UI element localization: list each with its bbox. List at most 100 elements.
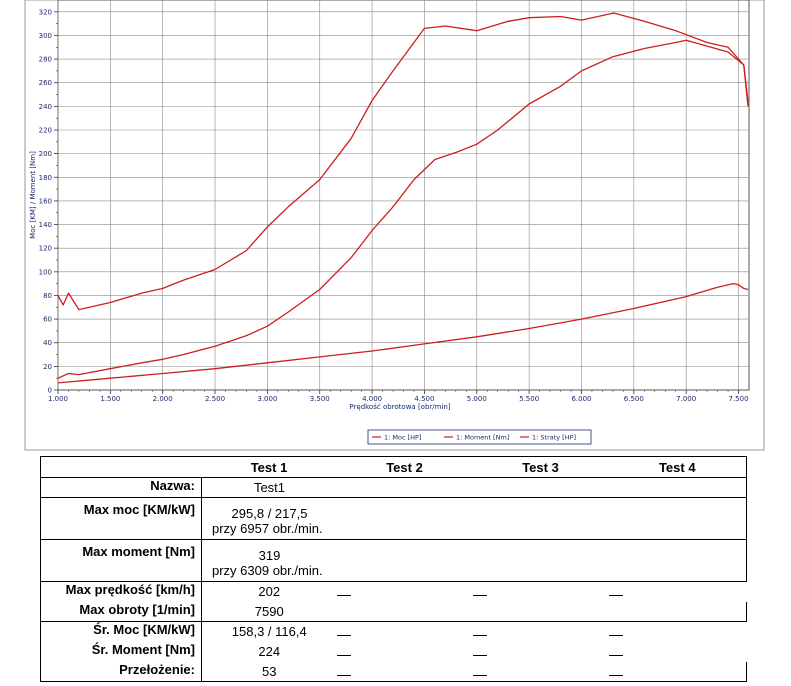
dyno-chart: 0 20 40 60 80 100 120 140 160 180 200 220 240 260 280 3… (24, 0, 765, 451)
y-tick-label: 260 (39, 79, 52, 87)
row-max-moc: Max moc [KM/kW] 295,8 / 217,5 przy 6957 … (40, 497, 747, 540)
row-max-predkosc: Max prędkość [km/h] 202 (40, 581, 747, 602)
x-tick-label: 3.000 (257, 395, 277, 403)
value-max-moc: 295,8 / 217,5 (231, 505, 308, 521)
x-tick-label: 1.500 (100, 395, 120, 403)
y-tick-label: 80 (43, 292, 52, 300)
value-nazwa: Test1 (253, 480, 286, 495)
dash-predkosc-t3 (472, 582, 609, 602)
x-tick-label: 5.000 (467, 395, 487, 403)
dash-predkosc-t2 (336, 582, 473, 602)
results-header-row: Test 1 Test 2 Test 3 Test 4 (40, 456, 747, 478)
header-test-1: Test 1 (201, 456, 337, 478)
x-tick-label: 7.000 (676, 395, 696, 403)
value-przelozenie: 53 (201, 661, 337, 682)
x-tick-label: 7.500 (729, 395, 749, 403)
y-axis-ticks: 0 20 40 60 80 100 120 140 160 180 200 220 240 260 280 3… (39, 8, 58, 395)
row-sr-moc: Śr. Moc [KM/kW] 158,3 / 116,4 (40, 621, 747, 642)
y-tick-label: 120 (39, 245, 52, 253)
empty-value-dash (336, 654, 351, 656)
empty-value-dash (608, 674, 623, 676)
label-max-moc: Max moc [KM/kW] (40, 497, 202, 540)
y-axis-title: Moc [KM] / Moment [Nm] (29, 151, 37, 239)
x-tick-label: 2.500 (205, 395, 225, 403)
y-tick-label: 140 (39, 221, 52, 229)
value-max-moment-rpm: przy 6309 obr./min. (212, 562, 323, 578)
y-tick-label: 220 (39, 127, 52, 135)
value-max-predkosc: 202 (258, 584, 281, 600)
empty-value-dash (472, 635, 487, 636)
legend-items: 1: Moc [HP] 1: Moment [Nm] 1: Straty [HP] (372, 434, 576, 442)
dash-srmoment-t4 (608, 642, 747, 662)
x-tick-label: 6.500 (624, 395, 644, 403)
header-empty-cell (40, 456, 202, 478)
x-tick-label: 6.000 (571, 395, 591, 403)
value-sr-moment: 224 (258, 644, 281, 659)
legend: 1: Moc [HP] 1: Moment [Nm] 1: Straty [HP] (367, 429, 592, 445)
dash-predkosc-t4 (608, 582, 747, 602)
y-tick-label: 0 (48, 387, 52, 395)
value-sr-moc: 158,3 / 116,4 (231, 624, 307, 640)
y-tick-label: 20 (43, 363, 52, 371)
empty-value-dash (336, 674, 351, 676)
row-max-obroty: Max obroty [1/min] 7590 (40, 601, 747, 622)
value-nazwa-cell: Test1 (201, 477, 747, 498)
header-test-2: Test 2 (336, 456, 473, 478)
dash-srmoc-t2 (336, 622, 473, 642)
y-tick-label: 240 (39, 103, 52, 111)
y-tick-label: 320 (39, 8, 52, 16)
legend-label: 1: Straty [HP] (532, 434, 576, 442)
cell-obroty-t4 (608, 601, 747, 622)
y-tick-label: 160 (39, 197, 52, 205)
y-tick-label: 200 (39, 150, 52, 158)
empty-value-dash (608, 654, 623, 656)
empty-value-dash (472, 674, 487, 676)
empty-value-dash (472, 595, 487, 596)
series-line-2 (57, 12, 749, 311)
dash-srmoment-t2 (336, 642, 473, 662)
label-nazwa: Nazwa: (40, 477, 202, 498)
label-przelozenie: Przełożenie: (40, 661, 202, 682)
y-tick-label: 60 (43, 316, 52, 324)
value-max-moment: 319 (258, 547, 281, 563)
y-tick-label: 100 (39, 268, 52, 276)
dash-przel-t4 (608, 661, 747, 682)
x-tick-label: 3.500 (310, 395, 330, 403)
value-max-moc-rpm: przy 6957 obr./min. (212, 520, 323, 536)
dash-przel-t3 (472, 661, 609, 682)
x-tick-label: 4.500 (414, 395, 434, 403)
y-tick-label: 40 (43, 339, 52, 347)
x-axis-title: Prędkość obrotowa [obr/min] (349, 403, 450, 411)
dash-srmoc-t4 (608, 622, 747, 642)
empty-value-dash (472, 654, 487, 656)
label-sr-moment: Śr. Moment [Nm] (40, 641, 202, 662)
value-max-obroty: 7590 (201, 601, 337, 622)
results-table-panel: Test 1 Test 2 Test 3 Test 4 Nazwa: Test1… (40, 456, 747, 682)
row-max-moment: Max moment [Nm] 319 przy 6309 obr./min. (40, 539, 747, 582)
label-max-moment: Max moment [Nm] (40, 539, 202, 582)
row-sr-moment: Śr. Moment [Nm] 224 (40, 641, 747, 662)
x-tick-label: 5.500 (519, 395, 539, 403)
plot-area (57, 0, 750, 391)
legend-label: 1: Moc [HP] (384, 434, 422, 442)
empty-value-dash (608, 595, 623, 596)
series-line-1 (57, 39, 749, 379)
empty-value-dash (608, 635, 623, 636)
label-max-predkosc: Max prędkość [km/h] (40, 581, 202, 602)
dash-srmoment-t3 (472, 642, 609, 662)
legend-box (367, 429, 592, 445)
value-max-moment-cell: 319 przy 6309 obr./min. (201, 539, 747, 582)
label-sr-moc: Śr. Moc [KM/kW] (40, 621, 202, 642)
series-lines (57, 12, 749, 384)
empty-value-dash (336, 595, 351, 596)
y-tick-label: 180 (39, 174, 52, 182)
series-line-3 (57, 282, 749, 384)
legend-label: 1: Moment [Nm] (456, 434, 509, 442)
results-table: Test 1 Test 2 Test 3 Test 4 Nazwa: Test1… (40, 456, 747, 682)
x-tick-label: 4.000 (362, 395, 382, 403)
cell-obroty-t3 (472, 601, 609, 622)
y-tick-label: 280 (39, 56, 52, 64)
dash-przel-t2 (336, 661, 473, 682)
x-tick-label: 1.000 (48, 395, 68, 403)
header-test-3: Test 3 (472, 456, 609, 478)
